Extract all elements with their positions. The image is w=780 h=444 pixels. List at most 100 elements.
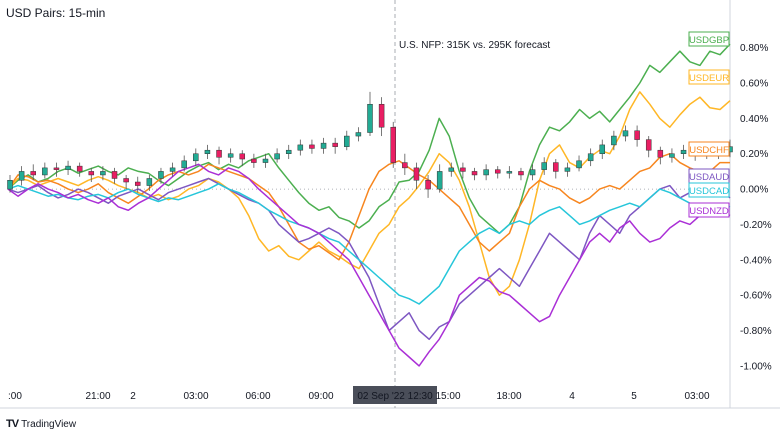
- y-tick-label: 0.00%: [740, 185, 768, 196]
- x-tick-label: 09:00: [308, 391, 333, 402]
- candle-body: [169, 167, 176, 172]
- series-line-usdchf: [7, 152, 730, 261]
- candle-body: [680, 149, 687, 154]
- series-badge-usdcad: [688, 182, 730, 198]
- y-tick-label: 0.20%: [740, 149, 768, 160]
- candle-body: [204, 149, 211, 154]
- x-tick-label: 15:00: [435, 391, 460, 402]
- candle-body: [251, 158, 257, 163]
- candle-body: [425, 180, 431, 190]
- candle-body: [134, 181, 141, 186]
- x-tick-label: :00: [8, 391, 22, 402]
- y-tick-label: -0.40%: [740, 255, 772, 266]
- tradingview-brand[interactable]: TV TradingView: [6, 418, 76, 430]
- candle-body: [158, 171, 164, 179]
- x-tick-label: 18:00: [496, 391, 521, 402]
- candle-body: [529, 169, 536, 176]
- series-lines-layer: [7, 43, 731, 367]
- candle-body: [332, 142, 338, 147]
- candle-body: [76, 165, 83, 172]
- y-tick-label: -0.20%: [740, 220, 772, 231]
- y-tick-label: 0.40%: [740, 114, 768, 125]
- candle-body: [436, 171, 443, 190]
- x-tick-label: 03:00: [684, 391, 709, 402]
- candle-body: [30, 171, 36, 176]
- candle-body: [378, 103, 385, 128]
- candle-body: [494, 169, 501, 174]
- candle-body: [297, 144, 304, 151]
- brand-label: TradingView: [21, 418, 77, 430]
- series-badge-label: USDCHF: [689, 145, 729, 156]
- candle-body: [634, 130, 640, 140]
- y-tick-label: -1.00%: [740, 361, 772, 372]
- candle-body: [611, 135, 617, 146]
- candle-body: [239, 153, 246, 160]
- series-badge-usdeur: [688, 69, 730, 85]
- candle-body: [53, 167, 60, 170]
- candle-body: [622, 130, 629, 137]
- series-line-usdnzd: [7, 163, 731, 367]
- series-badge-usdgbp: [688, 31, 730, 47]
- x-tick-label: 4: [569, 391, 575, 402]
- series-badge-label: USDNZD: [689, 206, 729, 217]
- candle-body: [7, 180, 13, 190]
- nfp-annotation: U.S. NFP: 315K vs. 295K forecast: [399, 40, 551, 51]
- candle-body: [553, 162, 559, 172]
- candle-body: [227, 153, 234, 158]
- candle-body: [390, 126, 396, 163]
- candle-body: [146, 178, 153, 186]
- series-badge-label: USDGBP: [689, 35, 729, 46]
- candle-body: [483, 169, 489, 176]
- y-tick-label: 0.80%: [740, 43, 768, 54]
- candle-body: [285, 149, 292, 154]
- candle-body: [587, 153, 594, 162]
- series-badge-usdchf: [688, 141, 730, 157]
- series-line-usdgbp: [7, 43, 731, 235]
- y-tick-label: -0.60%: [740, 291, 772, 302]
- x-tick-label: 06:00: [245, 391, 270, 402]
- candle-body: [413, 167, 420, 181]
- chart-title: USD Pairs: 15-min: [6, 6, 106, 20]
- candle-body: [111, 171, 118, 179]
- candle-body: [88, 171, 95, 176]
- candle-body: [100, 171, 106, 176]
- candle-body: [181, 160, 187, 169]
- candle-body: [262, 158, 269, 163]
- candle-body: [460, 167, 466, 172]
- candle-body: [402, 162, 408, 169]
- series-line-usdaud: [7, 177, 731, 341]
- crosshair-layer: 02 Sep '22 12:30: [353, 0, 437, 408]
- candle-body: [123, 178, 129, 183]
- y-tick-label: 0.60%: [740, 79, 768, 90]
- candle-body: [564, 167, 571, 172]
- candle-body: [645, 139, 652, 151]
- candle-body: [309, 144, 315, 149]
- candle-body: [541, 162, 547, 170]
- candle-body: [320, 142, 327, 149]
- x-tick-label: 03:00: [183, 391, 208, 402]
- candle-body: [355, 132, 362, 137]
- series-line-usdcad: [7, 183, 731, 305]
- y-tick-labels-layer: 0.80% 0.60% 0.40% 0.20% 0.00% -0.20% -0.40% -0.…: [740, 43, 772, 372]
- x-tick-label: 21:00: [85, 391, 110, 402]
- series-badge-label: USDAUD: [689, 172, 729, 183]
- y-tick-label: -0.80%: [740, 326, 772, 337]
- candle-body: [274, 153, 280, 160]
- candle-body: [193, 153, 199, 162]
- candle-body: [599, 144, 606, 154]
- series-badge-label: USDCAD: [689, 186, 729, 197]
- candle-body: [216, 149, 222, 158]
- series-badges-layer: USDGBP USDEUR USDCHF USDAUD USDCAD USDNZD: [688, 31, 730, 218]
- candle-body: [657, 149, 664, 158]
- x-tick-labels-layer: :00 21:00 2 03:00 06:00 09:00 15:00 18:00 4 5 03:0…: [8, 391, 710, 402]
- candle-body: [367, 103, 373, 133]
- candle-body: [471, 171, 478, 176]
- candle-body: [669, 153, 675, 158]
- tradingview-logo-icon: TV: [6, 418, 19, 430]
- series-badge-label: USDEUR: [689, 73, 729, 84]
- candle-body: [18, 171, 25, 181]
- candle-body: [448, 167, 455, 172]
- candle-body: [576, 160, 582, 169]
